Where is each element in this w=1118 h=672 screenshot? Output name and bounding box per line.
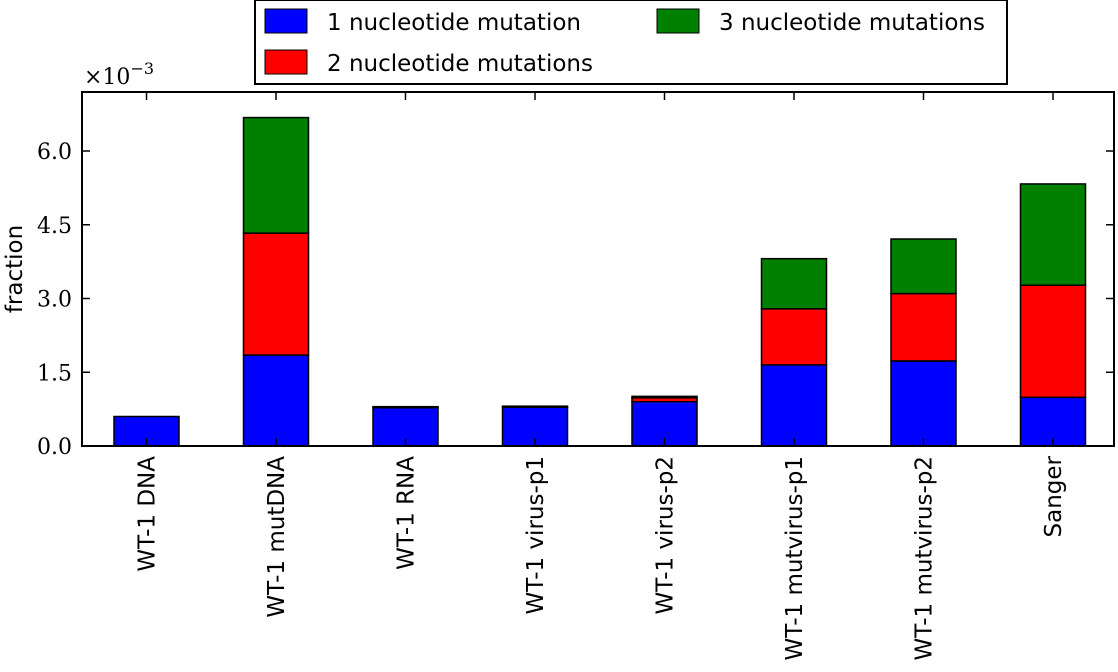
bar-segment xyxy=(890,292,957,362)
y-tick-label: 3.0 xyxy=(37,288,72,313)
y-tick-label: 4.5 xyxy=(37,214,72,239)
bar-segment xyxy=(242,232,310,356)
legend-swatch-series-2 xyxy=(264,49,308,75)
bar-segment xyxy=(890,238,957,295)
x-tick-label: Sanger xyxy=(1041,455,1067,537)
bar-segment xyxy=(760,308,828,366)
legend-swatch-series-3 xyxy=(656,8,700,34)
y-multiplier-base: ×10 xyxy=(84,65,130,90)
x-tick-label: WT-1 RNA xyxy=(394,456,420,570)
legend-frame xyxy=(254,0,1008,85)
y-axis: 0.0 1.5 3.0 4.5 6.0 xyxy=(37,140,1114,460)
legend-swatch-series-1 xyxy=(264,8,308,34)
bar-segment xyxy=(501,405,569,408)
bar-segment xyxy=(1019,284,1087,399)
x-tick-label: WT-1 mutDNA xyxy=(264,456,290,618)
x-tick-label: WT-1 mutvirus-p2 xyxy=(912,456,938,660)
bar-segment xyxy=(631,395,698,399)
bar-segment xyxy=(760,364,828,447)
y-multiplier-exponent: −3 xyxy=(130,59,154,78)
bar-segment xyxy=(890,360,957,447)
y-tick-label: 6.0 xyxy=(37,140,72,165)
y-tick-label: 0.0 xyxy=(37,435,72,460)
legend-label-series-2: 2 nucleotide mutations xyxy=(327,51,593,77)
x-tick-label: WT-1 virus-p1 xyxy=(523,456,549,614)
x-tick-label: WT-1 virus-p2 xyxy=(653,456,679,614)
bar-segment xyxy=(760,257,828,310)
legend-label-series-3: 3 nucleotide mutations xyxy=(719,10,985,36)
bar-segment xyxy=(242,354,310,447)
x-axis: WT-1 DNA WT-1 mutDNA WT-1 RNA WT-1 virus-p1… xyxy=(135,92,1067,660)
legend: 1 nucleotide mutation 2 nucleotide mutat… xyxy=(254,0,1008,85)
y-axis-multiplier: ×10−3 xyxy=(84,59,154,90)
plot-frame xyxy=(81,91,1115,447)
y-tick-label: 1.5 xyxy=(37,361,72,386)
x-tick-label: WT-1 DNA xyxy=(135,456,161,572)
x-tick-label: WT-1 mutvirus-p1 xyxy=(782,456,808,660)
y-axis-label: fraction xyxy=(2,225,28,313)
bars-layer xyxy=(113,116,1087,447)
legend-label-series-1: 1 nucleotide mutation xyxy=(327,10,581,36)
bar-segment xyxy=(372,405,439,409)
bar-segment xyxy=(242,116,310,234)
bar-segment xyxy=(1019,183,1087,286)
